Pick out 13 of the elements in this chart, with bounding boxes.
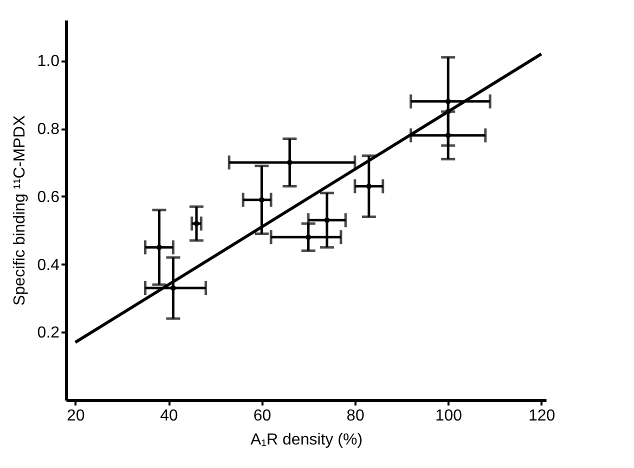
y-tick-label: 0.4 [37, 256, 60, 274]
y-tick-label: 0.8 [37, 121, 60, 138]
y-axis-title: Specific binding ¹¹C-MPDX [11, 115, 28, 306]
x-axis-title: A₁R density (%) [250, 432, 363, 448]
x-tick-label: 60 [253, 408, 272, 424]
y-tick-label: 0.2 [37, 324, 60, 342]
x-tick-label: 100 [435, 408, 462, 424]
y-tick-label: 1.0 [37, 53, 60, 70]
x-tick-label: 20 [66, 408, 85, 424]
y-tick-label: 0.6 [37, 188, 60, 206]
x-tick-label: 80 [346, 408, 364, 424]
x-tick-label: 40 [160, 408, 178, 424]
x-tick-label: 120 [528, 408, 556, 424]
